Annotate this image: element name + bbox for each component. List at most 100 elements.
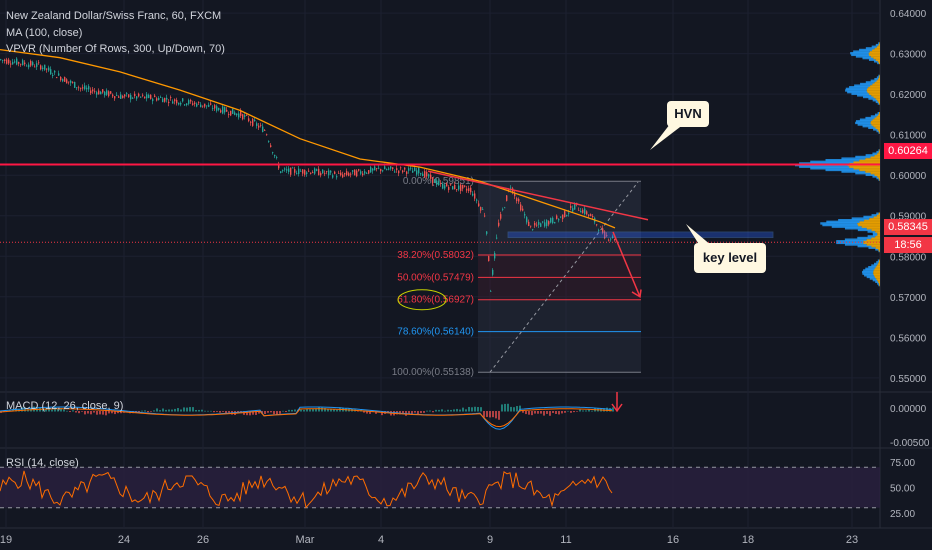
candle-body xyxy=(32,62,34,66)
candle-body xyxy=(160,97,162,98)
vpvr-bar xyxy=(859,220,880,224)
candle-body xyxy=(34,66,36,68)
candle-body xyxy=(164,97,166,102)
candle-body xyxy=(558,219,560,221)
vpvr-bar xyxy=(878,261,880,264)
macd-histogram-bar xyxy=(357,411,359,412)
candle-body xyxy=(14,61,16,63)
candle-body xyxy=(398,170,400,174)
vpvr-bar xyxy=(876,214,880,217)
projection-arrow xyxy=(612,231,641,298)
candle-body xyxy=(250,121,252,123)
price-tick: 0.56000 xyxy=(890,333,927,344)
macd-histogram-bar xyxy=(201,409,203,412)
macd-histogram-bar xyxy=(495,411,497,419)
fib-level-label: 50.00%(0.57479) xyxy=(397,272,474,283)
candle-body xyxy=(62,79,64,82)
macd-arrow-head xyxy=(611,403,623,413)
macd-histogram-bar xyxy=(228,411,230,413)
candle-body xyxy=(152,98,154,102)
macd-histogram-bar xyxy=(24,407,26,412)
candle-body xyxy=(208,104,210,107)
candle-body xyxy=(224,107,226,113)
candle-body xyxy=(424,171,426,178)
vpvr-bar xyxy=(868,246,876,249)
macd-histogram-bar xyxy=(33,406,35,412)
candle-body xyxy=(532,229,534,231)
vpvr-bar xyxy=(863,240,880,243)
candle-body xyxy=(608,239,610,241)
macd-histogram-bar xyxy=(549,411,551,416)
macd-histogram-bar xyxy=(216,411,218,412)
candle-body xyxy=(80,87,82,89)
hvn-price-tag: 0.60264 xyxy=(884,143,932,159)
vpvr-bar xyxy=(849,162,880,165)
candle-body xyxy=(320,173,322,176)
last-price-tag: 0.58345 xyxy=(884,219,932,235)
candle-body xyxy=(364,171,366,174)
vpvr-bar xyxy=(871,244,880,248)
macd-histogram-bar xyxy=(180,409,182,412)
candle-body xyxy=(374,166,376,171)
candle-body xyxy=(438,181,440,186)
candle-body xyxy=(278,164,280,169)
candle-body xyxy=(118,96,120,98)
candle-body xyxy=(68,81,70,83)
vpvr-bar xyxy=(875,43,879,47)
candle-body xyxy=(96,92,98,95)
candle-body xyxy=(370,167,372,173)
candle-body xyxy=(248,118,250,122)
macd-histogram-bar xyxy=(444,410,446,412)
candle-body xyxy=(512,188,514,194)
vpvr-bar xyxy=(879,149,880,152)
price-tick: 0.62000 xyxy=(890,90,927,101)
candle-body xyxy=(264,130,266,132)
candle-body xyxy=(220,110,222,113)
macd-histogram-bar xyxy=(441,409,443,412)
hvn-callout: HVN xyxy=(667,101,709,127)
vpvr-bar xyxy=(857,244,872,248)
price-tick: 0.58000 xyxy=(890,252,927,263)
vpvr-bar xyxy=(871,264,877,267)
vpvr-bar xyxy=(879,42,880,45)
candle-body xyxy=(294,169,296,173)
candle-body xyxy=(28,64,30,68)
vpvr-bar xyxy=(851,53,870,57)
candle-body xyxy=(16,58,18,65)
vpvr-bar xyxy=(847,90,868,94)
candle-body xyxy=(154,95,156,98)
vpvr-bar xyxy=(862,272,874,275)
candle-body xyxy=(554,222,556,224)
vpvr-bar xyxy=(866,87,880,91)
hvn-callout-pointer xyxy=(650,124,684,150)
candle-body xyxy=(116,94,118,96)
candle-body xyxy=(552,217,554,223)
vpvr-bar xyxy=(853,50,870,53)
vpvr-bar xyxy=(849,165,880,168)
candle-body xyxy=(528,221,530,227)
vpvr-bar xyxy=(877,77,880,81)
vpvr-bar xyxy=(863,241,880,245)
vpvr-bar xyxy=(866,275,875,279)
vpvr-bar xyxy=(876,115,880,118)
candle-body xyxy=(544,222,546,227)
candle-body xyxy=(338,172,340,174)
vpvr-bar xyxy=(826,220,860,224)
macd-histogram-bar xyxy=(174,408,176,412)
macd-histogram-bar xyxy=(300,409,302,412)
vpvr-bar xyxy=(859,168,880,172)
macd-histogram-bar xyxy=(165,409,167,412)
vpvr-bar xyxy=(878,280,880,283)
macd-histogram-bar xyxy=(96,411,98,415)
vpvr-bar xyxy=(850,52,869,55)
candle-body xyxy=(572,208,574,212)
candle-body xyxy=(60,76,62,81)
time-tick: 18 xyxy=(742,534,754,546)
candle-body xyxy=(40,65,42,70)
macd-histogram-bar xyxy=(510,406,512,412)
macd-histogram-bar xyxy=(279,411,281,414)
macd-histogram-bar xyxy=(483,411,485,418)
candle-body xyxy=(246,114,248,116)
macd-histogram-bar xyxy=(303,409,305,412)
